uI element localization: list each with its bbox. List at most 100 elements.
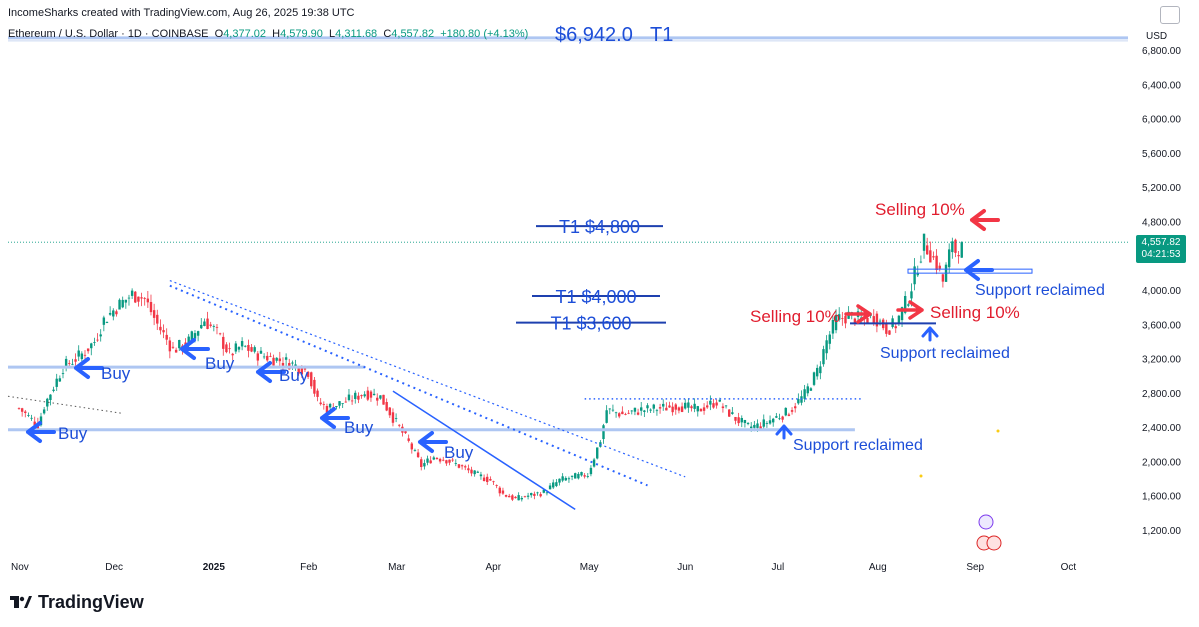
selling-label: Selling 10% [930,303,1020,322]
currency-label: USD [1146,31,1168,42]
credit-line: IncomeSharks created with TradingView.co… [8,7,355,19]
candle [960,242,963,258]
candle [530,492,533,496]
candle [479,474,483,477]
candle [49,394,52,401]
candle [196,331,200,336]
candle [316,390,319,397]
candle [809,388,813,391]
candle [768,420,772,424]
candle [105,322,109,323]
y-tick-label: 5,600.00 [1142,149,1181,160]
candle [552,482,555,488]
candle [96,339,99,341]
candle [344,401,348,403]
candle [294,364,297,367]
candle [536,492,539,494]
candle [187,336,190,346]
candle [778,418,781,420]
support-label: Support reclaimed [975,282,1105,299]
candle [209,324,212,326]
x-tick-label: Oct [1061,562,1077,573]
candle [731,412,734,414]
candle [146,298,150,303]
tradingview-logo[interactable]: TradingView [10,592,144,613]
last-price: 4,557.82 [1141,237,1181,248]
candle [410,443,414,450]
candle [313,379,316,394]
candle [897,315,901,324]
candle [306,371,310,377]
candle [696,406,699,412]
candle [643,410,646,412]
candle [357,395,360,400]
candle [61,373,65,375]
candle [724,405,728,407]
candle [925,245,929,255]
candle [234,343,238,352]
candle [793,406,797,409]
candle [426,458,429,463]
candle [753,424,756,428]
candle [482,477,486,482]
candle [674,404,677,410]
candle [325,406,329,413]
candle [388,407,392,416]
candle [300,368,304,375]
candle [445,460,448,464]
candle [951,241,954,253]
candle [278,358,282,362]
candle [102,317,106,325]
candle [790,410,794,412]
candle [77,350,80,357]
candle [504,495,508,497]
candle [363,394,366,397]
candle [99,334,102,337]
candle [83,354,87,356]
candle [737,417,740,424]
candle [938,265,941,269]
candle [17,408,21,409]
candle [354,392,357,399]
y-tick-label: 2,000.00 [1142,457,1181,468]
candle [929,250,932,263]
candle [448,459,451,463]
candle [702,407,706,411]
candle [888,330,891,335]
candle [545,492,549,494]
downtrend-dotted-line [169,280,686,478]
candle [728,409,731,417]
candle [608,408,611,410]
candle [137,296,140,302]
candle [385,401,388,411]
candle [460,465,464,467]
candle [668,405,671,408]
target-name-label: T1 [650,24,673,46]
candle [407,438,410,441]
candle [954,239,957,253]
candle [596,447,599,459]
x-tick-label: Dec [105,562,123,573]
candle [841,318,844,319]
candle [919,261,923,263]
x-tick-label: Jun [677,562,693,573]
x-tick-label: Apr [486,562,502,573]
candle [819,366,822,374]
candle [215,326,219,328]
candle [756,423,759,428]
candle [168,340,172,352]
candle [90,343,93,349]
candle [775,416,778,418]
candle [473,470,476,475]
candle [828,334,831,344]
buy-label: Buy [205,354,235,373]
chart-settings-icon[interactable] [1160,6,1180,24]
candle [291,362,294,364]
candle [618,413,621,417]
candle [338,401,341,406]
candle [420,459,423,468]
candle [470,469,473,474]
candle [398,424,401,426]
candle [743,419,747,424]
